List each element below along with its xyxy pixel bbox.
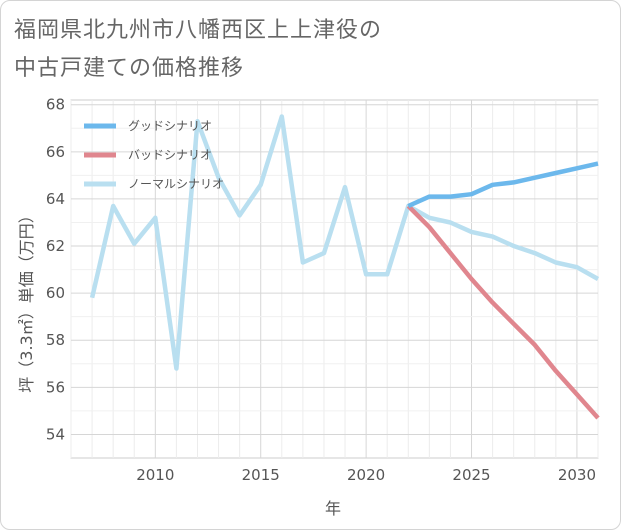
- y-tick-label: 66: [46, 143, 65, 161]
- normal-scenario-line: [89, 114, 600, 371]
- y-tick-label: 60: [46, 284, 65, 302]
- legend-bad-label: バッドシナリオ: [128, 148, 212, 162]
- y-tick-label: 62: [46, 237, 65, 255]
- tick-labels: 2010 2015 2020 2025 2030 54 56 58 60 62 64 66 68: [46, 96, 596, 484]
- y-tick-label: 58: [46, 331, 65, 349]
- y-tick-label: 64: [46, 190, 65, 208]
- bad-scenario-line: [406, 204, 600, 420]
- y-tick-label: 68: [46, 96, 65, 114]
- legend-good-label: グッドシナリオ: [128, 119, 212, 133]
- legend-normal-label: ノーマルシナリオ: [128, 177, 224, 191]
- chart-title-line2: 中古戸建ての価格推移: [14, 56, 245, 81]
- y-axis-label: 坪（3.3㎡）単価（万円）: [17, 207, 36, 392]
- x-tick-label: 2010: [136, 466, 174, 484]
- y-tick-label: 56: [46, 378, 65, 396]
- good-scenario-line: [407, 161, 599, 209]
- grid-lines: [70, 99, 599, 459]
- chart-title: 福岡県北九州市八幡西区上上津役の 中古戸建ての価格推移: [14, 12, 494, 88]
- x-tick-label: 2030: [558, 466, 596, 484]
- x-axis-label: 年: [325, 499, 341, 518]
- series-lines: [89, 114, 600, 420]
- x-tick-label: 2020: [347, 466, 385, 484]
- y-tick-label: 54: [46, 425, 65, 443]
- x-tick-label: 2015: [242, 466, 280, 484]
- x-tick-label: 2025: [452, 466, 490, 484]
- chart-title-line1: 福岡県北九州市八幡西区上上津役の: [14, 18, 383, 43]
